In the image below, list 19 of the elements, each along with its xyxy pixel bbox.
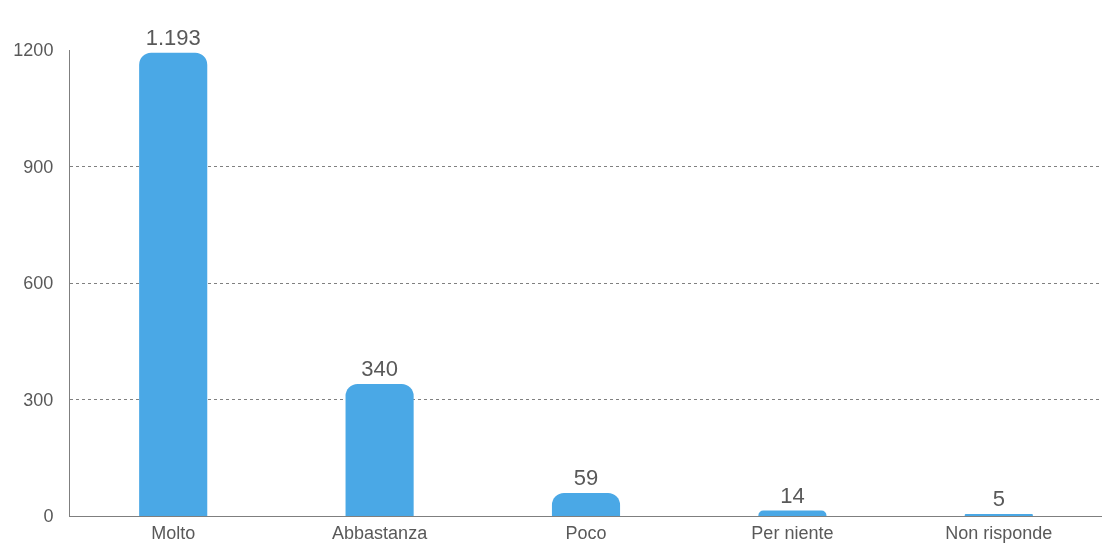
bar [758,510,827,516]
x-tick-label: Non risponde [945,522,1053,543]
x-tick-label: Poco [565,522,607,543]
x-tick-label: Abbastanza [332,522,429,543]
data-label: 59 [573,465,599,491]
x-tick-label: Per niente [751,522,834,543]
bar [345,383,414,516]
bar [139,52,208,516]
data-label: 340 [361,355,398,381]
bar [551,493,621,516]
y-tick-label: 900 [23,156,54,177]
x-tick-label: Molto [151,522,196,543]
y-tick-label: 0 [43,506,54,527]
data-label: 1.193 [145,24,201,50]
data-label: 14 [780,482,805,508]
y-tick-label: 300 [23,389,54,410]
y-tick-label: 1200 [13,40,54,61]
y-tick-label: 600 [23,273,54,294]
data-label: 5 [992,486,1005,511]
